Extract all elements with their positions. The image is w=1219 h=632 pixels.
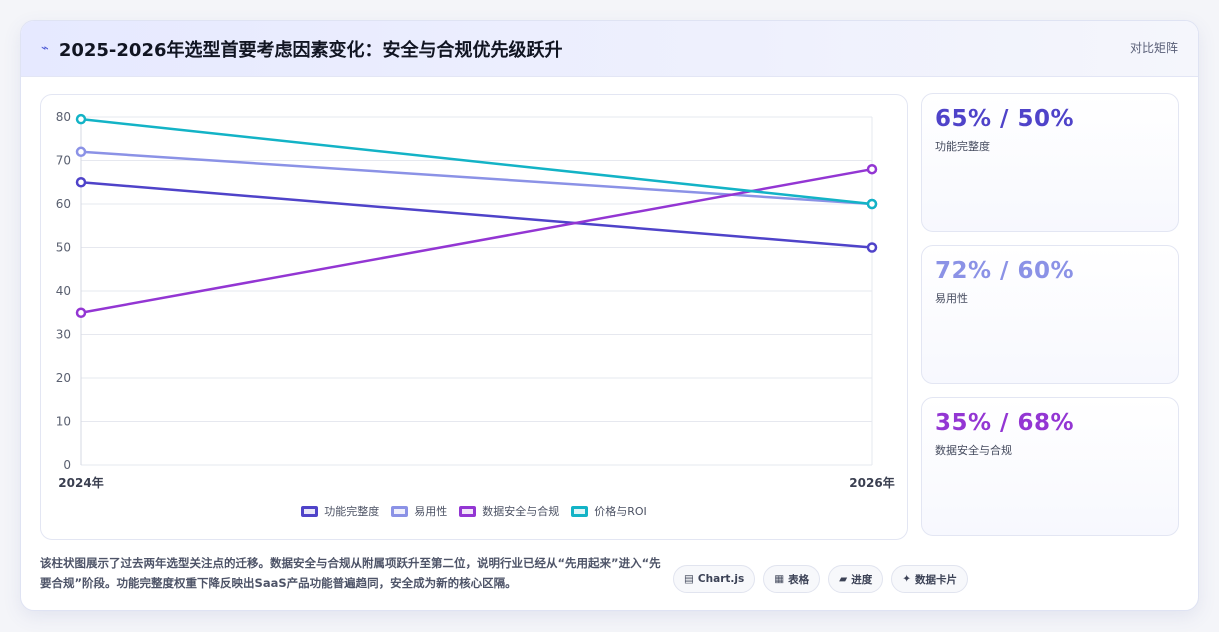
series-line-0 — [80, 181, 873, 249]
compare-matrix-link[interactable]: 对比矩阵 — [1129, 41, 1178, 55]
line-chart: 0 10 20 30 40 50 60 70 80 2024年 2026年 — [56, 110, 895, 490]
x-tick-label: 2026年 — [849, 475, 894, 490]
dashboard-card: ⌁ 2025-2026年选型首要考虑因素变化：安全与合规优先级跃升 对比矩阵 0… — [20, 20, 1199, 611]
legend-label: 价格与ROI — [594, 505, 647, 518]
data-point — [866, 163, 878, 175]
legend-swatch — [571, 505, 589, 517]
legend-swatch — [459, 505, 477, 517]
tag-chart[interactable]: ▤ Chart.js — [673, 565, 756, 593]
y-tick-label: 30 — [56, 328, 71, 342]
legend-item[interactable]: 功能完整度 — [301, 503, 379, 519]
card-header: ⌁ 2025-2026年选型首要考虑因素变化：安全与合规优先级跃升 对比矩阵 — [21, 21, 1198, 77]
tag-table[interactable]: ▦ 表格 — [763, 565, 821, 593]
data-point — [75, 113, 87, 125]
tag-label: Chart.js — [697, 573, 745, 585]
legend-label: 易用性 — [414, 505, 448, 518]
data-point — [75, 307, 87, 318]
series-line-1 — [80, 150, 873, 206]
y-tick-label: 0 — [63, 458, 71, 472]
tag-sparkle[interactable]: ✦ 数据卡片 — [891, 565, 969, 593]
stat-label: 易用性 — [935, 292, 968, 305]
y-tick-label: 50 — [56, 241, 71, 255]
tag-label: 进度 — [851, 573, 873, 586]
legend-item[interactable]: 易用性 — [391, 503, 447, 519]
data-point — [75, 177, 87, 188]
stat-card: 65% / 50% 功能完整度 — [921, 93, 1179, 232]
stat-value: 35% / 68% — [935, 410, 1075, 436]
y-tick-label: 80 — [56, 110, 71, 124]
trend-icon: ⌁ — [41, 41, 49, 56]
chart-legend: 功能完整度 易用性 数据安全与合规 价格与ROI — [41, 503, 907, 519]
y-tick-label: 70 — [56, 154, 71, 168]
y-tick-label: 20 — [56, 371, 71, 385]
tag-progress[interactable]: ▰ 进度 — [828, 565, 884, 593]
y-tick-label: 40 — [56, 284, 71, 298]
tag-label: 数据卡片 — [915, 573, 958, 586]
y-tick-label: 10 — [56, 415, 71, 429]
data-point — [866, 198, 878, 210]
stat-value: 72% / 60% — [935, 258, 1075, 284]
legend-swatch — [391, 505, 409, 517]
chart-icon: ▤ — [684, 573, 694, 585]
data-point — [866, 242, 878, 253]
legend-label: 功能完整度 — [324, 505, 380, 518]
tag-label: 表格 — [788, 573, 810, 586]
series-line-3 — [80, 117, 873, 206]
feature-tags: ▤ Chart.js ▦ 表格 ▰ 进度 ✦ 数据卡片 — [673, 565, 969, 593]
stat-card: 35% / 68% 数据安全与合规 — [921, 397, 1179, 536]
page-title: 2025-2026年选型首要考虑因素变化：安全与合规优先级跃升 — [58, 39, 563, 61]
sparkle-icon: ✦ — [902, 573, 912, 585]
legend-item[interactable]: 数据安全与合规 — [459, 503, 559, 519]
stat-value: 65% / 50% — [935, 106, 1075, 132]
stat-label: 数据安全与合规 — [935, 444, 1012, 457]
stat-card: 72% / 60% 易用性 — [921, 245, 1179, 384]
table-icon: ▦ — [774, 573, 785, 585]
stat-cards: 65% / 50% 功能完整度 72% / 60% 易用性 35% / 68% 数据安全与… — [921, 93, 1179, 549]
y-tick-label: 60 — [56, 197, 71, 211]
x-tick-label: 2024年 — [58, 475, 103, 490]
progress-icon: ▰ — [839, 573, 848, 585]
stat-label: 功能完整度 — [935, 140, 990, 153]
legend-item[interactable]: 价格与ROI — [571, 503, 647, 519]
data-point — [75, 146, 87, 158]
series-line-2 — [80, 167, 873, 314]
chart-description: 该柱状图展示了过去两年选型关注点的迁移。数据安全与合规从附属项跃升至第二位，说明… — [40, 556, 661, 590]
chart-panel: 0 10 20 30 40 50 60 70 80 2024年 2026年 功能完整度 易用性 数据安全… — [40, 94, 908, 540]
legend-label: 数据安全与合规 — [482, 505, 560, 518]
legend-swatch — [301, 505, 319, 517]
